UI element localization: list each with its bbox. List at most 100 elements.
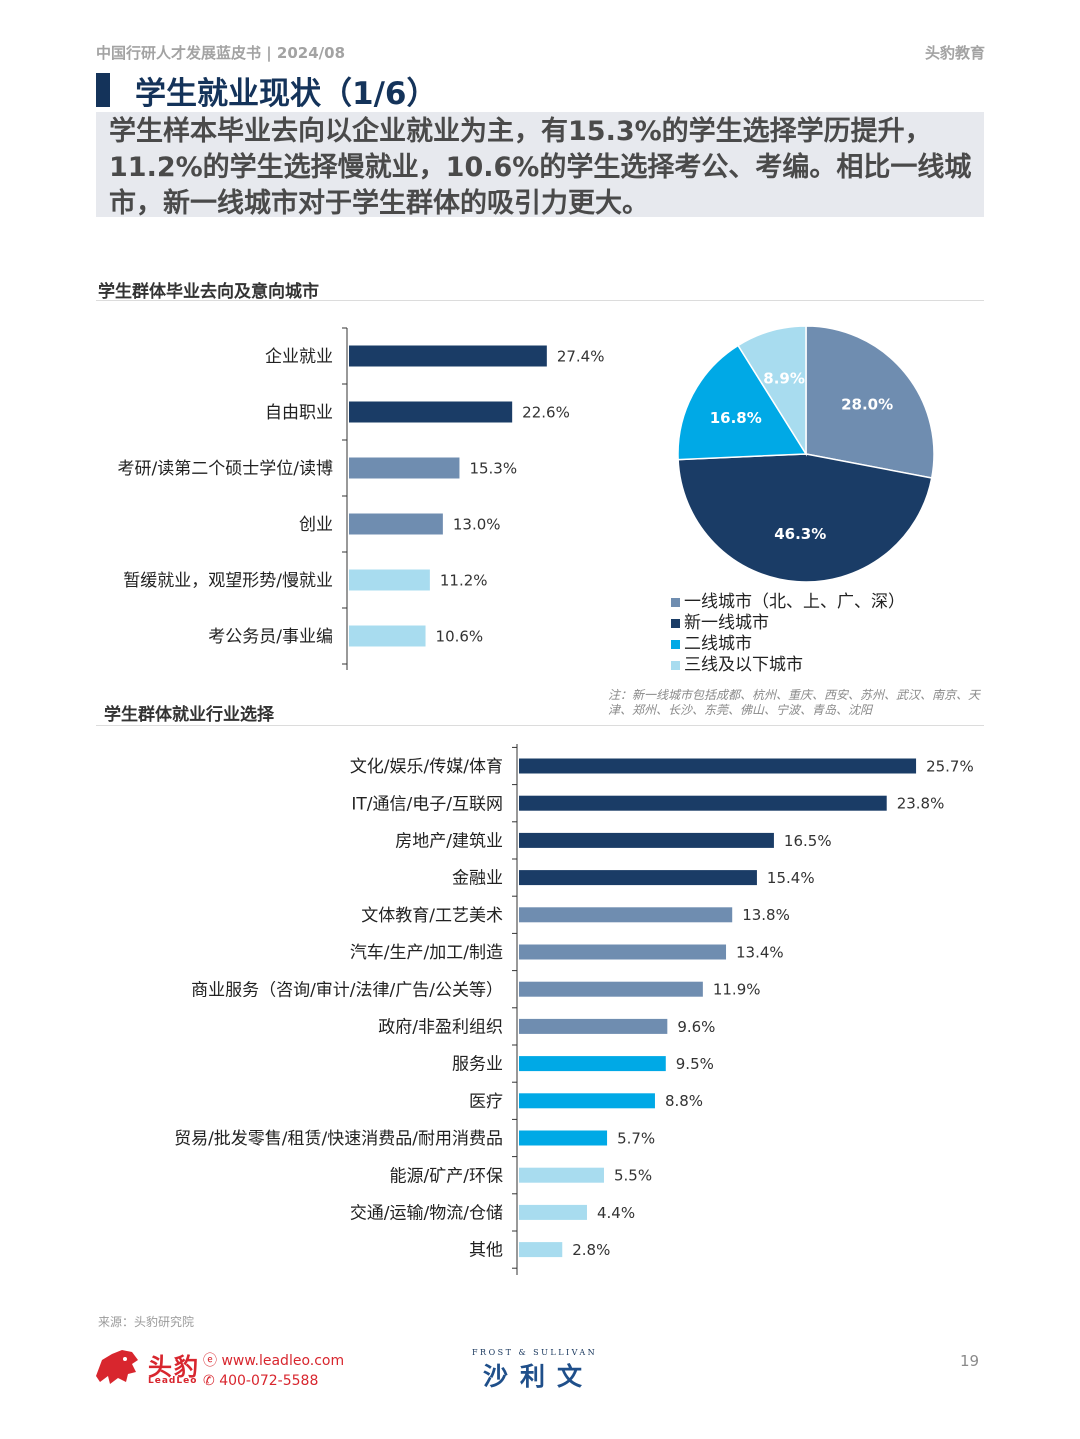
phone-icon: ✆ (203, 1373, 220, 1389)
data-label: 13.4% (736, 943, 784, 961)
section-divider (96, 300, 984, 301)
legend-item: 二线城市 (671, 634, 905, 655)
brand-name-en: LeadLeo (148, 1376, 198, 1386)
category-label: 企业就业 (265, 347, 333, 367)
legend-label: 一线城市（北、上、广、深） (684, 592, 905, 612)
city-pie-chart: 28.0% 46.3% 16.8% 8.9% (677, 325, 935, 583)
bar (349, 345, 547, 367)
source-note: 来源：头豹研究院 (98, 1315, 195, 1329)
leadleo-logo-icon (96, 1350, 138, 1384)
brand-header: 头豹教育 (924, 44, 985, 62)
category-label: 政府/非盈利组织 (378, 1018, 503, 1038)
category-label: 自由职业 (265, 403, 333, 423)
bar (519, 981, 703, 997)
pie-slice (805, 325, 935, 479)
bar (349, 513, 443, 535)
category-label: 其他 (469, 1241, 503, 1261)
summary-box: 学生样本毕业去向以企业就业为主，有15.3%的学生选择学历提升，11.2%的学生… (96, 112, 984, 219)
brand-name-cn: 头豹 (148, 1353, 200, 1381)
category-label: 金融业 (452, 869, 503, 889)
legend-swatch (671, 640, 680, 649)
data-label: 11.2% (440, 571, 488, 589)
bar (519, 1018, 668, 1034)
phone-number: 400-072-5588 (219, 1373, 319, 1389)
category-label: 房地产/建筑业 (395, 832, 503, 852)
bar (349, 401, 513, 423)
legend-item: 新一线城市 (671, 613, 905, 634)
website-row: ⓔ www.leadleo.com (203, 1351, 344, 1371)
category-label: 文化/娱乐/传媒/体育 (350, 757, 503, 777)
category-label: 能源/矿产/环保 (390, 1166, 503, 1186)
bar (519, 1204, 587, 1220)
legend-item: 三线及以下城市 (671, 655, 905, 676)
globe-icon: ⓔ (203, 1353, 222, 1369)
destination-bar-chart: 企业就业 27.4% 自由职业 22.6% 考研/读第二个硕士学位/读博 15.3% 创业 1… (118, 327, 605, 670)
contact-info: ⓔ www.leadleo.com ✆ 400-072-5588 (203, 1351, 344, 1391)
category-label: 考研/读第二个硕士学位/读博 (118, 459, 333, 479)
section-divider (96, 725, 984, 726)
category-label: 创业 (299, 515, 333, 535)
industry-bar-chart: 文化/娱乐/传媒/体育 25.7% IT/通信/电子/互联网 23.8% 房地产/建筑业… (174, 744, 974, 1275)
data-label: 22.6% (522, 403, 570, 421)
section-title-industry: 学生群体就业行业选择 (104, 705, 274, 725)
pie-slice (737, 325, 807, 457)
data-label: 15.4% (767, 869, 815, 887)
bar (519, 832, 774, 848)
website-link[interactable]: www.leadleo.com (221, 1353, 345, 1369)
partner-name-en: FROST & SULLIVAN (472, 1348, 598, 1357)
bar (349, 625, 426, 647)
data-label: 16.5% (784, 832, 832, 850)
legend-swatch (671, 598, 680, 607)
footnote: 注：新一线城市包括成都、杭州、重庆、西安、苏州、武汉、南京、天津、郑州、长沙、东… (608, 688, 981, 717)
bar (349, 457, 460, 479)
pie-slice (677, 344, 808, 461)
bar (349, 569, 430, 591)
bar (519, 1167, 604, 1183)
category-label: 汽车/生产/加工/制造 (350, 943, 503, 963)
legend-label: 二线城市 (684, 634, 752, 654)
category-label: 商业服务（咨询/审计/法律/广告/公关等） (191, 980, 503, 1000)
slice-label: 28.0% (841, 395, 893, 413)
bar (519, 1056, 666, 1072)
data-label: 13.8% (742, 906, 790, 924)
category-label: IT/通信/电子/互联网 (351, 794, 503, 814)
category-label: 医疗 (469, 1092, 503, 1112)
pie-legend: 一线城市（北、上、广、深） 新一线城市 二线城市 三线及以下城市 (671, 592, 905, 676)
data-label: 2.8% (572, 1241, 610, 1259)
section-title-destination: 学生群体毕业去向及意向城市 (98, 282, 319, 302)
partner-name-cn: 沙利文 (483, 1362, 595, 1391)
category-label: 交通/运输/物流/仓储 (350, 1204, 503, 1224)
legend-label: 三线及以下城市 (684, 655, 803, 675)
category-label: 考公务员/事业编 (208, 627, 333, 647)
legend-label: 新一线城市 (684, 613, 769, 633)
data-label: 8.8% (665, 1092, 703, 1110)
data-label: 27.4% (557, 347, 605, 365)
data-label: 9.5% (676, 1055, 714, 1073)
data-label: 9.6% (677, 1018, 715, 1036)
data-label: 23.8% (897, 795, 945, 813)
bar (519, 1242, 563, 1258)
pie-slice (677, 453, 933, 583)
slice-label: 16.8% (710, 409, 762, 427)
category-label: 文体教育/工艺美术 (361, 906, 503, 926)
category-label: 贸易/批发零售/租赁/快速消费品/耐用消费品 (174, 1129, 503, 1149)
data-label: 5.5% (614, 1167, 652, 1185)
data-label: 10.6% (436, 627, 484, 645)
slice-label: 8.9% (763, 370, 805, 388)
page-title: 学生就业现状（1/6） (135, 76, 438, 112)
phone-row: ✆ 400-072-5588 (203, 1371, 344, 1391)
legend-swatch (671, 661, 680, 670)
report-header: 中国行研人才发展蓝皮书 | 2024/08 (96, 44, 346, 62)
data-label: 11.9% (713, 981, 761, 999)
slice-label: 46.3% (774, 525, 826, 543)
bar (519, 1093, 655, 1109)
bar (519, 758, 917, 774)
legend-swatch (671, 619, 680, 628)
data-label: 4.4% (597, 1204, 635, 1222)
bar (519, 907, 733, 923)
bar (519, 870, 757, 886)
data-label: 13.0% (453, 515, 501, 533)
data-label: 5.7% (617, 1129, 655, 1147)
category-label: 暂缓就业，观望形势/慢就业 (123, 570, 333, 591)
data-label: 25.7% (926, 757, 974, 775)
